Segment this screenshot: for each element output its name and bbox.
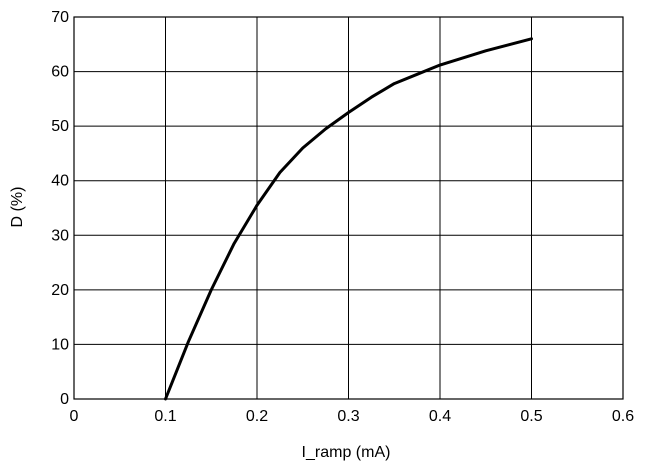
series-line bbox=[164, 37, 533, 401]
plot-frame bbox=[73, 16, 624, 400]
y-tick-label: 70 bbox=[51, 9, 69, 26]
y-tick-label: 10 bbox=[51, 336, 69, 353]
y-tick-label: 50 bbox=[51, 118, 69, 135]
x-tick-label: 0.5 bbox=[520, 408, 542, 425]
y-tick-label: 40 bbox=[51, 173, 69, 190]
y-tick-label: 0 bbox=[60, 391, 69, 408]
x-tick-label: 0.1 bbox=[154, 408, 176, 425]
y-tick-label: 30 bbox=[51, 227, 69, 244]
y-tick-label: 60 bbox=[51, 64, 69, 81]
x-tick-label: 0 bbox=[70, 408, 79, 425]
x-tick-label: 0.2 bbox=[246, 408, 268, 425]
y-axis-label: D (%) bbox=[9, 187, 26, 228]
x-tick-label: 0.3 bbox=[337, 408, 359, 425]
x-tick-label: 0.6 bbox=[612, 408, 634, 425]
y-tick-label: 20 bbox=[51, 282, 69, 299]
x-tick-label: 0.4 bbox=[429, 408, 451, 425]
plot-area: 0 0.1 0.2 0.3 0.4 0.5 0.6 0 10 20 30 40 50 60 70 bbox=[51, 9, 634, 425]
x-axis-label: I_ramp (mA) bbox=[302, 444, 391, 461]
